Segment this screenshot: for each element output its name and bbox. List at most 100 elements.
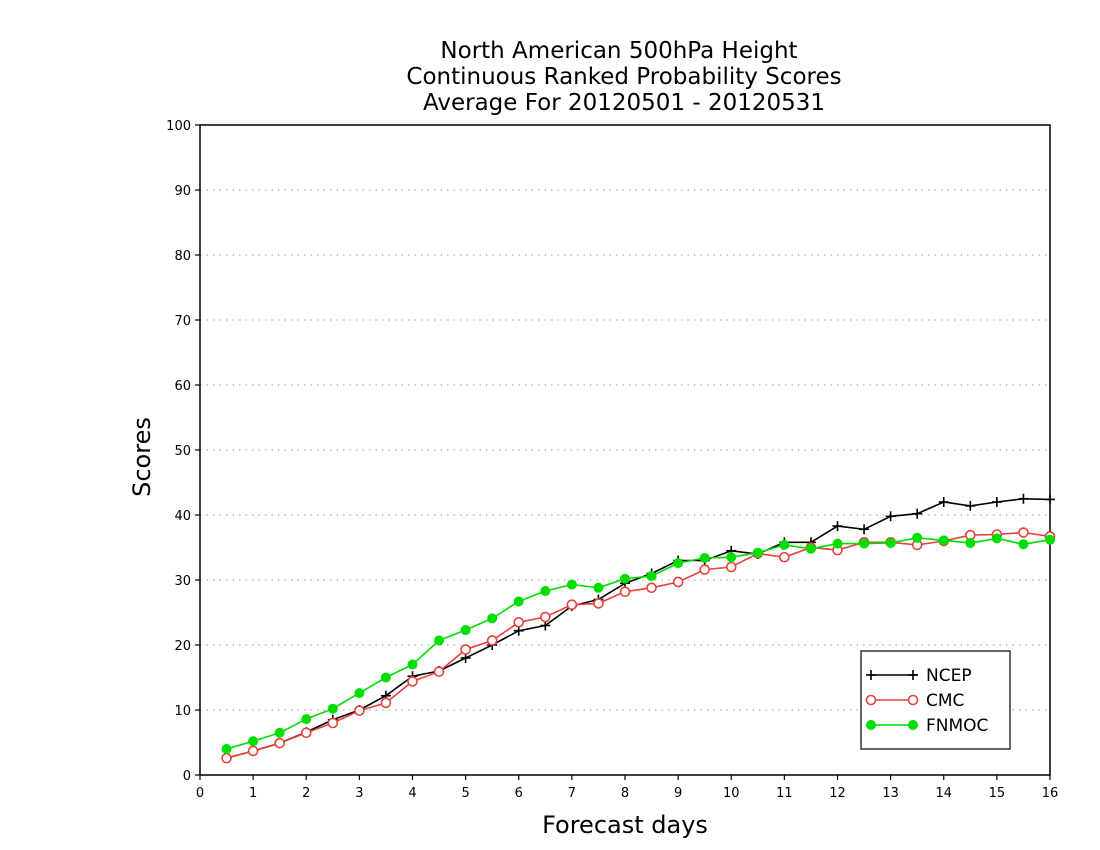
x-tick-label: 13 (882, 786, 899, 801)
point-marker (327, 717, 339, 729)
point-marker (380, 697, 392, 709)
legend-label: FNMOC (926, 716, 988, 736)
x-tick-label: 14 (935, 786, 952, 801)
x-tick-label: 11 (776, 786, 793, 801)
chart-title: North American 500hPa Height Continuous … (406, 38, 841, 116)
point-marker (619, 586, 631, 598)
point-marker (908, 720, 918, 730)
point-marker (832, 538, 843, 549)
point-marker (247, 745, 259, 757)
x-tick-label: 2 (302, 786, 310, 801)
point-marker (407, 659, 418, 670)
legend-item-ncep: NCEP (866, 666, 972, 686)
x-tick-label: 4 (408, 786, 416, 801)
y-tick-label: 20 (174, 639, 191, 654)
point-marker (380, 672, 391, 683)
x-axis-title: Forecast days (542, 811, 708, 839)
x-tick-label: 7 (568, 786, 576, 801)
grid (200, 189, 1050, 711)
y-tick-label: 0 (183, 769, 191, 784)
legend: NCEP CMC FNMOC (860, 650, 1011, 750)
point-marker (865, 694, 877, 706)
point-marker (620, 573, 630, 584)
point-marker (805, 543, 816, 554)
x-tick-label: 15 (989, 786, 1006, 801)
y-tick-label: 50 (174, 444, 191, 459)
y-axis: 0 10 20 30 40 50 60 70 80 90 100 (166, 119, 200, 784)
point-marker (752, 547, 763, 558)
y-tick-label: 30 (174, 574, 191, 589)
point-marker (593, 582, 604, 593)
point-marker (779, 551, 790, 563)
point-marker (274, 737, 285, 749)
legend-item-cmc: CMC (865, 691, 964, 711)
point-marker (301, 714, 312, 725)
title-line-2: Continuous Ranked Probability Scores (406, 64, 841, 90)
point-marker (673, 558, 684, 569)
point-marker (907, 694, 919, 706)
point-marker (699, 564, 710, 575)
x-tick-label: 12 (829, 786, 846, 801)
x-tick-label: 0 (196, 786, 204, 801)
x-tick-label: 16 (1042, 786, 1059, 801)
point-marker (646, 582, 657, 594)
point-marker (486, 635, 498, 646)
point-marker (300, 727, 312, 739)
legend-label: CMC (926, 691, 964, 711)
title-line-1: North American 500hPa Height (440, 38, 797, 64)
point-marker (779, 539, 790, 550)
point-marker (672, 576, 684, 588)
y-tick-label: 90 (174, 184, 191, 199)
point-marker (354, 705, 365, 716)
point-marker (566, 579, 577, 590)
point-marker (540, 611, 551, 623)
series-fnmoc (221, 532, 1055, 754)
point-marker (866, 720, 876, 730)
point-marker (726, 552, 737, 563)
point-marker (699, 552, 710, 563)
point-marker (991, 533, 1002, 544)
y-tick-label: 70 (174, 314, 191, 329)
point-marker (248, 736, 259, 747)
y-axis-title: Scores (128, 417, 156, 497)
point-marker (646, 571, 657, 582)
point-marker (407, 676, 418, 687)
title-line-3: Average For 20120501 - 20120531 (423, 90, 825, 116)
x-axis: 0 1 2 3 4 5 6 7 8 9 10 11 12 13 14 15 16 (196, 775, 1058, 801)
y-tick-label: 40 (174, 509, 191, 524)
point-marker (354, 688, 365, 699)
x-tick-label: 5 (461, 786, 469, 801)
point-marker (513, 616, 525, 628)
point-marker (1018, 539, 1029, 550)
x-tick-label: 1 (249, 786, 257, 801)
point-marker (938, 535, 949, 546)
x-tick-label: 10 (723, 786, 740, 801)
point-marker (965, 537, 976, 548)
point-marker (221, 744, 232, 754)
point-marker (221, 752, 232, 764)
point-marker (725, 561, 737, 573)
point-marker (1045, 534, 1055, 545)
point-marker (513, 596, 524, 607)
y-tick-label: 60 (174, 379, 191, 394)
x-tick-label: 9 (674, 786, 682, 801)
legend-label: NCEP (926, 666, 972, 686)
y-tick-label: 100 (166, 119, 191, 134)
point-marker (912, 532, 923, 543)
point-marker (327, 703, 338, 714)
x-tick-label: 3 (355, 786, 363, 801)
y-tick-label: 80 (174, 249, 191, 264)
point-marker (487, 613, 498, 624)
point-marker (460, 625, 471, 636)
point-marker (434, 635, 445, 646)
legend-item-fnmoc: FNMOC (866, 716, 988, 736)
x-tick-label: 6 (515, 786, 523, 801)
series-layer (221, 493, 1056, 764)
point-marker (274, 727, 285, 738)
point-marker (540, 586, 551, 597)
point-marker (1018, 527, 1029, 538)
point-marker (433, 666, 445, 677)
y-tick-label: 10 (174, 704, 191, 719)
point-marker (859, 538, 870, 549)
